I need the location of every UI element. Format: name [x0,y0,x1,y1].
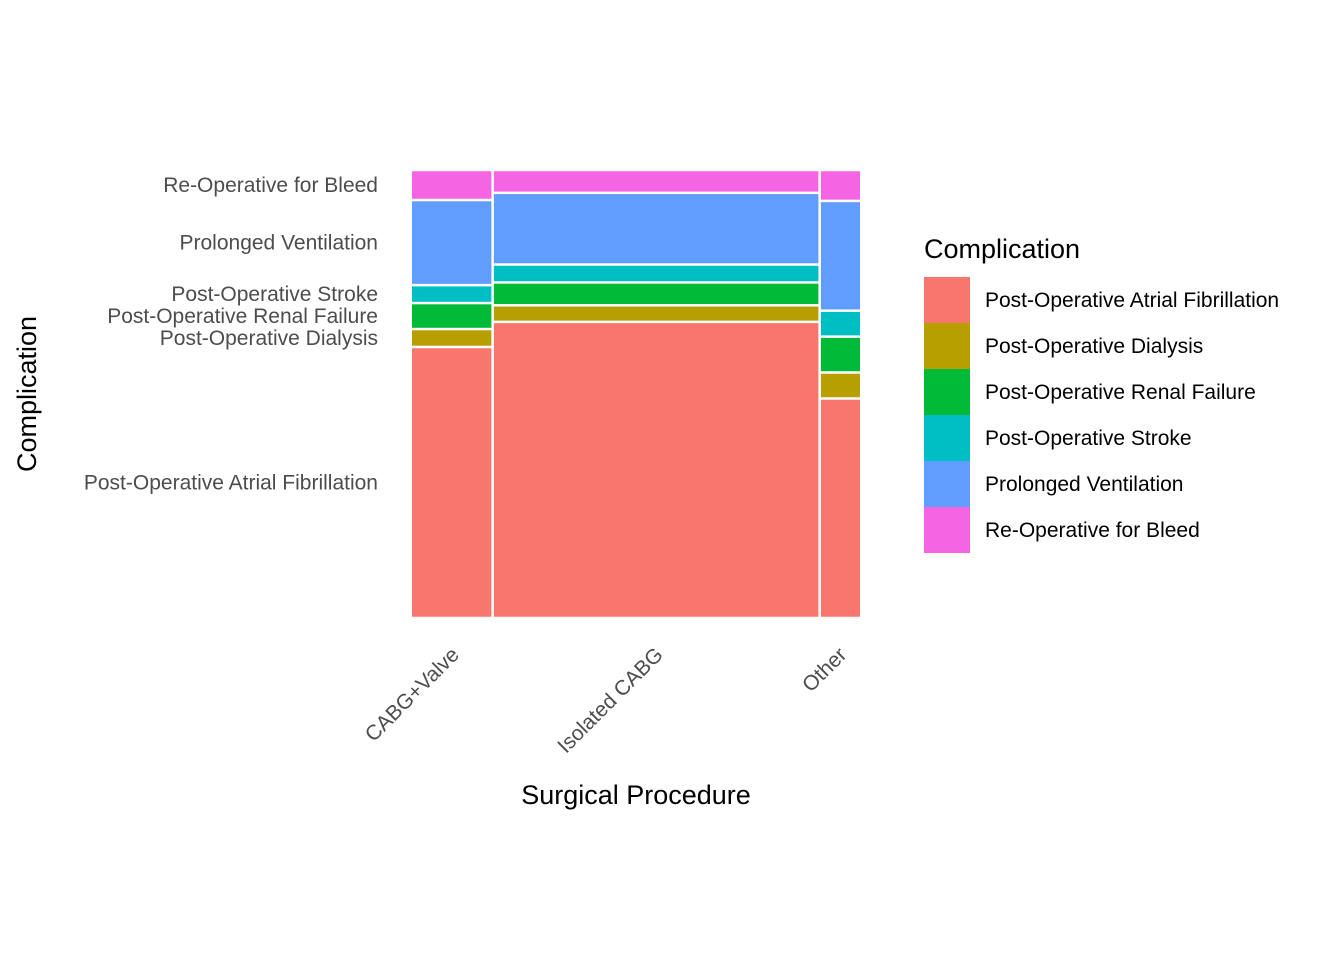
legend-label-prolonged-ventilation: Prolonged Ventilation [985,473,1184,496]
legend-title: Complication [924,234,1080,264]
tile-cabg-valve-post-operative-dialysis [412,330,492,346]
legend-key-prolonged-ventilation [924,461,970,507]
legend-label-post-operative-stroke: Post-Operative Stroke [985,427,1192,450]
tile-cabg-valve-post-operative-renal-failure [412,304,492,328]
legend-label-re-operative-for-bleed: Re-Operative for Bleed [985,519,1200,542]
y-tick-post-operative-renal-failure: Post-Operative Renal Failure [107,305,378,328]
legend: Complication Post-Operative Atrial Fibri… [924,234,1279,553]
legend-key-post-operative-stroke [924,415,970,461]
y-tick-prolonged-ventilation: Prolonged Ventilation [180,232,379,255]
tile-other-post-operative-stroke [820,311,860,336]
tile-isolated-cabg-re-operative-for-bleed [493,171,819,192]
tile-cabg-valve-post-operative-stroke [412,286,492,302]
legend-label-post-operative-dialysis: Post-Operative Dialysis [985,335,1203,358]
y-tick-post-operative-atrial-fibrillation: Post-Operative Atrial Fibrillation [84,471,378,494]
tile-other-post-operative-atrial-fibrillation [820,399,860,617]
tile-isolated-cabg-post-operative-dialysis [493,306,819,321]
mosaic-tiles [412,171,860,617]
y-tick-labels: Re-Operative for Bleed Prolonged Ventilat… [84,174,378,494]
x-tick-isolated-cabg: Isolated CABG [553,643,667,757]
tile-isolated-cabg-post-operative-stroke [493,265,819,282]
legend-key-post-operative-atrial-fibrillation [924,277,970,323]
y-tick-re-operative-for-bleed: Re-Operative for Bleed [163,174,378,197]
x-tick-labels: CABG+Valve Isolated CABG Other [361,643,852,757]
legend-key-post-operative-dialysis [924,323,970,369]
x-axis-title: Surgical Procedure [521,780,751,810]
legend-key-post-operative-renal-failure [924,369,970,415]
tile-other-post-operative-dialysis [820,373,860,398]
tile-isolated-cabg-post-operative-atrial-fibrillation [493,323,819,617]
tile-cabg-valve-re-operative-for-bleed [412,171,492,199]
x-tick-cabg-valve: CABG+Valve [361,643,464,746]
tile-other-re-operative-for-bleed [820,171,860,200]
tile-other-prolonged-ventilation [820,202,860,310]
legend-label-post-operative-renal-failure: Post-Operative Renal Failure [985,381,1256,404]
tile-other-post-operative-renal-failure [820,337,860,372]
tile-isolated-cabg-post-operative-renal-failure [493,283,819,305]
tile-cabg-valve-post-operative-atrial-fibrillation [412,348,492,617]
y-axis-title: Complication [12,316,42,472]
tile-isolated-cabg-prolonged-ventilation [493,194,819,264]
tile-cabg-valve-prolonged-ventilation [412,201,492,284]
legend-label-post-operative-atrial-fibrillation: Post-Operative Atrial Fibrillation [985,289,1279,312]
y-tick-post-operative-dialysis: Post-Operative Dialysis [160,327,378,350]
y-tick-post-operative-stroke: Post-Operative Stroke [171,283,378,306]
x-tick-other: Other [798,643,851,696]
legend-key-re-operative-for-bleed [924,507,970,553]
